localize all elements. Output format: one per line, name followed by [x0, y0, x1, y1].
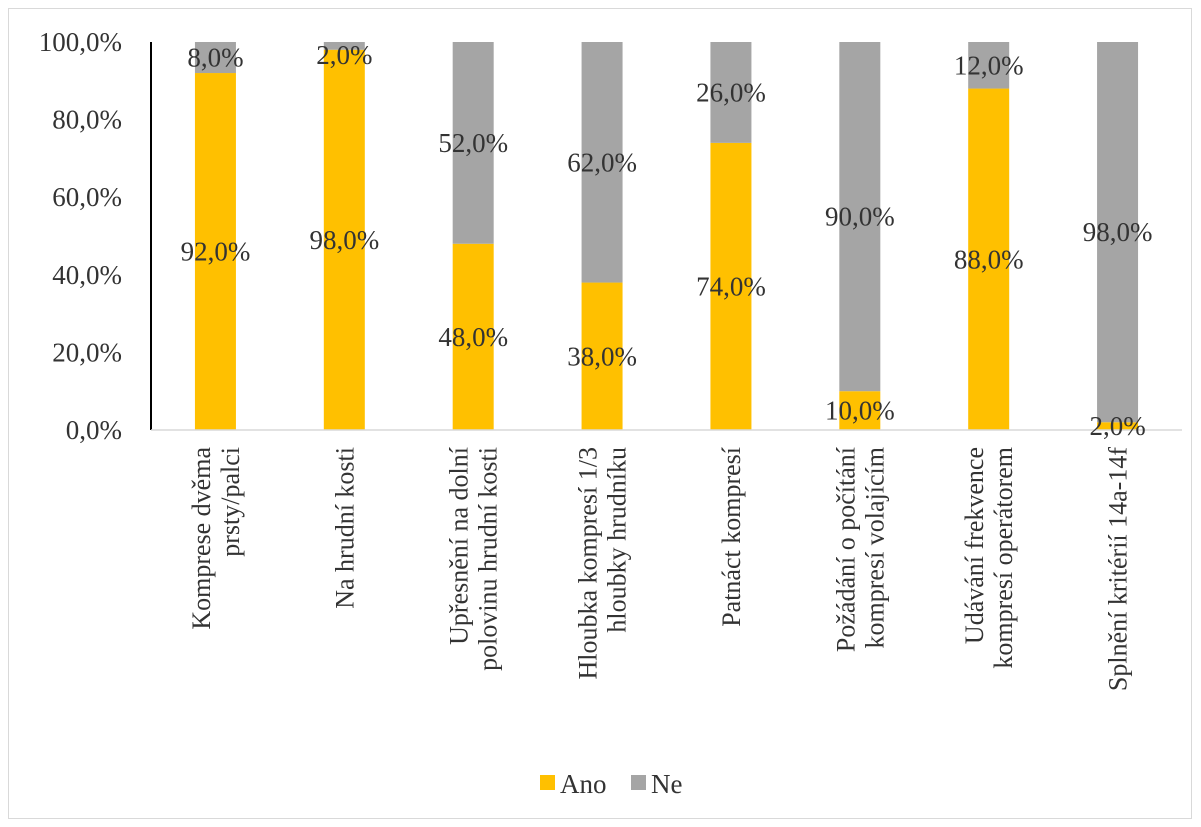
bar-ne	[1097, 42, 1139, 423]
category-label: Patnáct kompresí	[717, 447, 746, 627]
bar-ano	[710, 142, 752, 430]
category-label: hloubky hrudníku	[603, 447, 632, 633]
legend-swatch-ano	[540, 775, 555, 790]
bar-ne	[839, 42, 881, 392]
category-label: Požádání o počítání	[831, 447, 860, 652]
bar-ano	[323, 49, 365, 430]
data-label-ano: 48,0%	[438, 322, 508, 352]
data-label-ano: 10,0%	[825, 396, 895, 426]
bar-ne	[581, 42, 623, 283]
category-label: Hloubka kompresí 1/3	[574, 447, 603, 680]
y-tick-label: 20,0%	[52, 337, 122, 367]
bar-ne	[452, 42, 494, 244]
data-label-ne: 98,0%	[1083, 217, 1153, 247]
data-label-ne: 52,0%	[438, 128, 508, 158]
legend-swatch-ne	[631, 775, 646, 790]
bar-ano	[968, 88, 1010, 430]
bar-ano	[1097, 422, 1139, 430]
category-label: Udávání frekvence	[960, 447, 989, 644]
category-label: Na hrudní kosti	[330, 447, 359, 609]
bar-ano	[194, 73, 236, 430]
data-label-ano: 92,0%	[181, 237, 251, 267]
category-label: Upřesnění na dolní	[445, 447, 474, 645]
legend-label: Ne	[651, 769, 682, 799]
data-label-ano: 74,0%	[696, 271, 766, 301]
category-label: kompresí volajícím	[860, 447, 889, 648]
bar-ne	[968, 42, 1010, 89]
data-label-ne: 62,0%	[567, 147, 637, 177]
data-label-ano: 2,0%	[1089, 411, 1145, 441]
category-label: prsty/palci	[216, 447, 245, 557]
category-label: polovinu hrudní kosti	[474, 447, 503, 671]
data-label-ano: 98,0%	[309, 225, 379, 255]
y-tick-label: 100,0%	[39, 27, 122, 57]
y-tick-label: 0,0%	[66, 415, 122, 445]
data-label-ne: 12,0%	[954, 50, 1024, 80]
category-label: Splnění kritérií 14a-14f	[1104, 447, 1133, 691]
bar-ne	[710, 42, 752, 143]
bar-ano	[581, 282, 623, 430]
category-label: Komprese dvěma	[187, 447, 216, 630]
data-label-ne: 90,0%	[825, 202, 895, 232]
data-label-ne: 2,0%	[316, 40, 372, 70]
bar-ne	[323, 42, 365, 50]
data-label-ano: 38,0%	[567, 341, 637, 371]
bar-ne	[194, 42, 236, 74]
y-tick-label: 80,0%	[52, 105, 122, 135]
bar-ano	[452, 243, 494, 430]
legend-label: Ano	[560, 769, 607, 799]
y-tick-label: 40,0%	[52, 260, 122, 290]
data-label-ne: 26,0%	[696, 77, 766, 107]
data-label-ne: 8,0%	[187, 43, 243, 73]
y-tick-label: 60,0%	[52, 182, 122, 212]
data-label-ano: 88,0%	[954, 244, 1024, 274]
bar-ano	[839, 391, 881, 430]
category-label: kompresí operátorem	[989, 447, 1018, 669]
